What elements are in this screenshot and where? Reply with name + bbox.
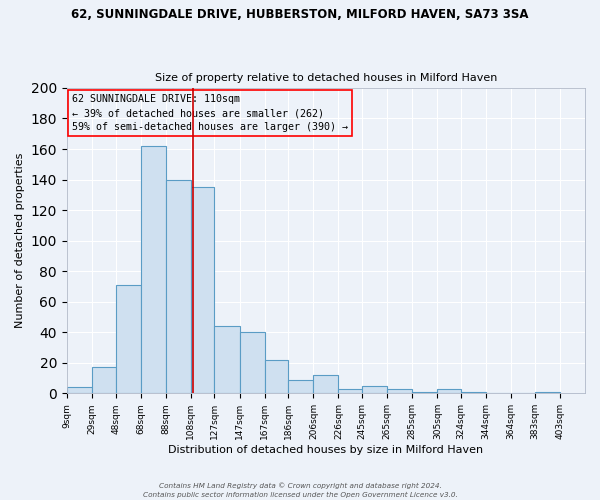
Y-axis label: Number of detached properties: Number of detached properties — [15, 153, 25, 328]
Text: Contains HM Land Registry data © Crown copyright and database right 2024.
Contai: Contains HM Land Registry data © Crown c… — [143, 482, 457, 498]
Bar — [387, 389, 412, 394]
Bar — [338, 389, 362, 394]
Bar — [535, 392, 560, 394]
Bar — [265, 360, 289, 394]
Text: 62, SUNNINGDALE DRIVE, HUBBERSTON, MILFORD HAVEN, SA73 3SA: 62, SUNNINGDALE DRIVE, HUBBERSTON, MILFO… — [71, 8, 529, 20]
X-axis label: Distribution of detached houses by size in Milford Haven: Distribution of detached houses by size … — [169, 445, 484, 455]
Bar — [191, 187, 214, 394]
Bar — [412, 392, 437, 394]
Bar — [313, 375, 338, 394]
Bar — [140, 146, 166, 394]
Bar — [92, 368, 116, 394]
Text: 62 SUNNINGDALE DRIVE: 110sqm
← 39% of detached houses are smaller (262)
59% of s: 62 SUNNINGDALE DRIVE: 110sqm ← 39% of de… — [72, 94, 348, 132]
Bar — [239, 332, 265, 394]
Bar — [437, 389, 461, 394]
Bar — [67, 387, 92, 394]
Bar — [214, 326, 239, 394]
Bar — [116, 285, 140, 394]
Bar — [362, 386, 387, 394]
Bar — [166, 180, 191, 394]
Bar — [461, 392, 486, 394]
Title: Size of property relative to detached houses in Milford Haven: Size of property relative to detached ho… — [155, 73, 497, 83]
Bar — [289, 380, 313, 394]
